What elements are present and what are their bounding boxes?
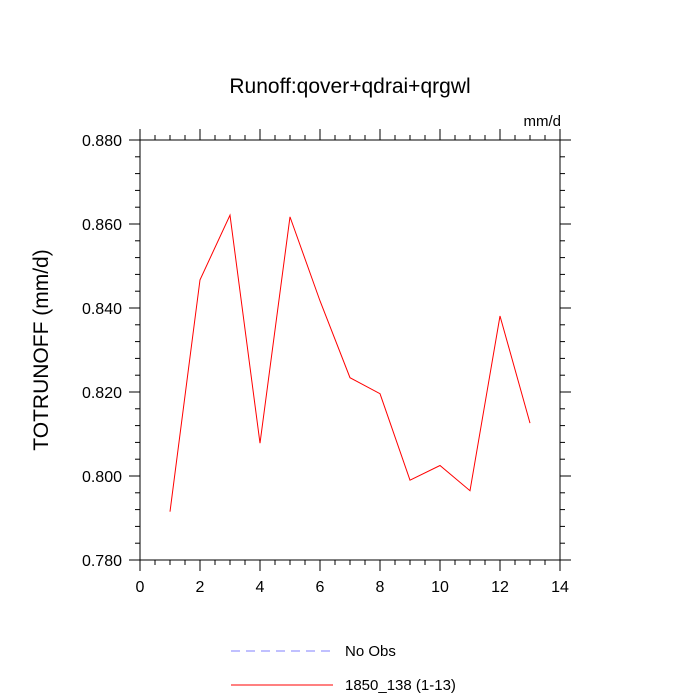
x-tick-label: 0 <box>136 579 145 596</box>
units-label: mm/d <box>524 113 562 130</box>
series-layer <box>169 213 531 512</box>
legend-label: No Obs <box>345 643 396 660</box>
x-tick-label: 8 <box>376 579 385 596</box>
x-tick-label: 4 <box>256 579 265 596</box>
axis-ticks <box>129 129 571 571</box>
y-axis-label: TOTRUNOFF (mm/d) <box>30 249 53 450</box>
x-tick-label: 12 <box>491 579 509 596</box>
x-tick-label: 2 <box>196 579 205 596</box>
y-tick-label: 0.860 <box>82 217 122 234</box>
y-tick-label: 0.880 <box>82 133 122 150</box>
plot-frame <box>139 139 561 561</box>
y-tick-label: 0.780 <box>82 553 122 570</box>
x-tick-label: 10 <box>431 579 449 596</box>
chart-title: Runoff:qover+qdrai+qrgwl <box>229 75 470 98</box>
y-tick-labels: 0.780 0.800 0.820 0.840 0.860 0.880 <box>82 133 122 570</box>
y-tick-label: 0.840 <box>82 301 122 318</box>
legend-label: 1850_138 (1-13) <box>345 677 456 694</box>
x-tick-labels: 0 2 4 6 8 10 12 14 <box>136 579 569 596</box>
y-tick-label: 0.820 <box>82 385 122 402</box>
x-tick-label: 6 <box>316 579 325 596</box>
y-tick-label: 0.800 <box>82 469 122 486</box>
series-line <box>169 213 531 512</box>
legend: No Obs 1850_138 (1-13) <box>231 643 456 694</box>
x-tick-label: 14 <box>551 579 569 596</box>
